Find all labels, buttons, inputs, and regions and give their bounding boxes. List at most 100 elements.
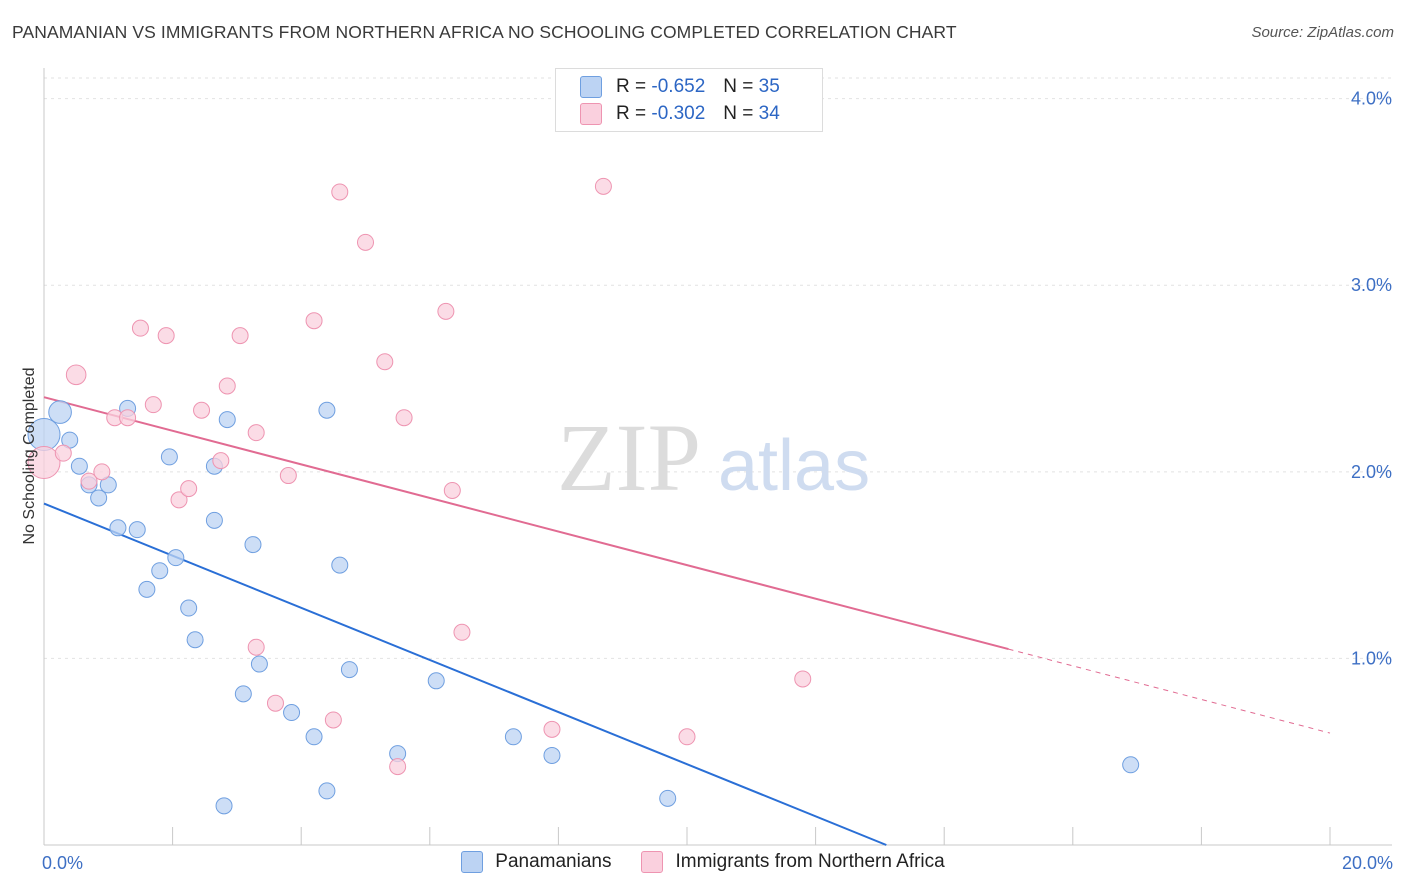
y-axis-label: No Schooling Completed bbox=[21, 368, 38, 545]
x-tick-label-min: 0.0% bbox=[42, 853, 83, 873]
series-swatch-blue bbox=[461, 851, 484, 873]
data-point-series-0 bbox=[160, 448, 178, 466]
data-point-series-1 bbox=[395, 409, 413, 427]
data-point-series-0 bbox=[250, 655, 268, 673]
data-point-series-0 bbox=[331, 556, 349, 574]
data-point-series-0 bbox=[215, 797, 233, 815]
data-point-series-1 bbox=[65, 364, 87, 386]
legend-row-immigrants: R = -0.302 N = 34 bbox=[580, 103, 780, 125]
data-point-series-1 bbox=[266, 694, 284, 712]
data-point-series-1 bbox=[131, 319, 149, 337]
legend-r-label: R = bbox=[616, 103, 647, 124]
data-point-series-1 bbox=[27, 446, 61, 479]
data-point-series-0 bbox=[218, 411, 236, 429]
data-point-series-1 bbox=[594, 177, 612, 195]
data-points bbox=[27, 177, 1140, 815]
legend-n-value: 35 bbox=[758, 76, 780, 97]
data-point-series-1 bbox=[119, 409, 137, 427]
data-point-series-1 bbox=[54, 444, 72, 462]
data-point-series-0 bbox=[186, 631, 204, 649]
data-point-series-1 bbox=[212, 452, 230, 470]
data-point-series-0 bbox=[283, 704, 301, 722]
data-point-series-1 bbox=[157, 327, 175, 345]
data-point-series-1 bbox=[389, 758, 407, 776]
source-credit: Source: ZipAtlas.com bbox=[1251, 24, 1394, 41]
data-point-series-0 bbox=[543, 746, 561, 764]
chart-title: PANAMANIAN VS IMMIGRANTS FROM NORTHERN A… bbox=[12, 22, 957, 42]
data-point-series-1 bbox=[357, 233, 374, 251]
y-tick-label: 3.0% bbox=[1351, 275, 1392, 295]
data-point-series-0 bbox=[205, 511, 223, 529]
data-point-series-1 bbox=[93, 463, 111, 481]
trend-lines bbox=[43, 396, 1331, 846]
legend-r-value: -0.302 bbox=[651, 103, 706, 124]
data-point-series-1 bbox=[180, 480, 198, 498]
axes bbox=[43, 68, 1392, 846]
data-point-series-1 bbox=[231, 327, 249, 345]
grid-lines bbox=[44, 77, 1392, 659]
data-point-series-0 bbox=[318, 782, 336, 800]
trend-line-0 bbox=[43, 502, 887, 846]
y-tick-label: 1.0% bbox=[1351, 648, 1392, 668]
data-point-series-0 bbox=[128, 521, 146, 539]
data-point-series-1 bbox=[247, 424, 265, 442]
series-swatch-pink bbox=[641, 851, 664, 873]
trend-line-extension-1 bbox=[1008, 648, 1331, 734]
data-point-series-1 bbox=[144, 396, 162, 414]
data-point-series-1 bbox=[193, 401, 211, 419]
data-point-series-0 bbox=[659, 789, 677, 807]
series-legend: Panamanians Immigrants from Northern Afr… bbox=[0, 851, 1406, 873]
legend-swatch-blue bbox=[580, 76, 602, 98]
data-point-series-1 bbox=[247, 638, 265, 656]
data-point-series-1 bbox=[794, 670, 812, 688]
data-point-series-1 bbox=[376, 353, 394, 371]
watermark-atlas: atlas bbox=[718, 426, 870, 506]
data-point-series-0 bbox=[305, 728, 323, 746]
data-point-series-1 bbox=[437, 302, 455, 320]
data-point-series-1 bbox=[678, 728, 696, 746]
data-point-series-1 bbox=[80, 472, 98, 490]
data-point-series-0 bbox=[167, 549, 185, 567]
legend-n-label: N = bbox=[723, 103, 754, 124]
data-point-series-0 bbox=[151, 562, 169, 580]
legend-swatch-pink bbox=[580, 103, 602, 125]
data-point-series-1 bbox=[443, 481, 461, 499]
trend-line-1 bbox=[43, 396, 1009, 651]
tick-labels: 1.0% 2.0% 3.0% 4.0% 0.0% 20.0% bbox=[42, 89, 1393, 873]
data-point-series-0 bbox=[1122, 756, 1140, 774]
legend-r-value: -0.652 bbox=[651, 76, 706, 97]
data-point-series-0 bbox=[340, 661, 358, 679]
data-point-series-0 bbox=[244, 536, 262, 554]
x-tick-label-max: 20.0% bbox=[1342, 853, 1393, 873]
y-tick-label: 2.0% bbox=[1351, 462, 1392, 482]
data-point-series-0 bbox=[48, 400, 72, 424]
data-point-series-0 bbox=[180, 599, 198, 617]
data-point-series-0 bbox=[109, 519, 127, 537]
data-point-series-1 bbox=[453, 623, 471, 641]
series-label: Immigrants from Northern Africa bbox=[675, 851, 945, 872]
data-point-series-0 bbox=[90, 489, 108, 507]
data-point-series-0 bbox=[427, 672, 445, 690]
data-point-series-0 bbox=[70, 457, 88, 475]
data-point-series-1 bbox=[170, 491, 188, 509]
data-point-series-1 bbox=[543, 720, 561, 738]
data-point-series-0 bbox=[138, 580, 156, 598]
legend-n-value: 34 bbox=[758, 103, 780, 124]
watermark-zip: ZIP bbox=[557, 404, 701, 511]
data-point-series-0 bbox=[234, 685, 252, 703]
correlation-legend: R = -0.652 N = 35 R = -0.302 N = 34 bbox=[555, 68, 823, 132]
data-point-series-0 bbox=[504, 728, 522, 746]
legend-row-panamanians: R = -0.652 N = 35 bbox=[580, 76, 780, 98]
data-point-series-1 bbox=[305, 312, 323, 330]
data-point-series-1 bbox=[331, 183, 349, 201]
series-legend-immigrants: Immigrants from Northern Africa bbox=[641, 851, 945, 873]
data-point-series-1 bbox=[218, 377, 236, 395]
data-point-series-1 bbox=[279, 467, 297, 485]
y-tick-label: 4.0% bbox=[1351, 89, 1392, 109]
series-legend-panamanians: Panamanians bbox=[461, 851, 611, 873]
legend-r-label: R = bbox=[616, 76, 647, 97]
series-label: Panamanians bbox=[495, 851, 612, 872]
legend-n-label: N = bbox=[723, 76, 754, 97]
data-point-series-0 bbox=[318, 401, 336, 419]
